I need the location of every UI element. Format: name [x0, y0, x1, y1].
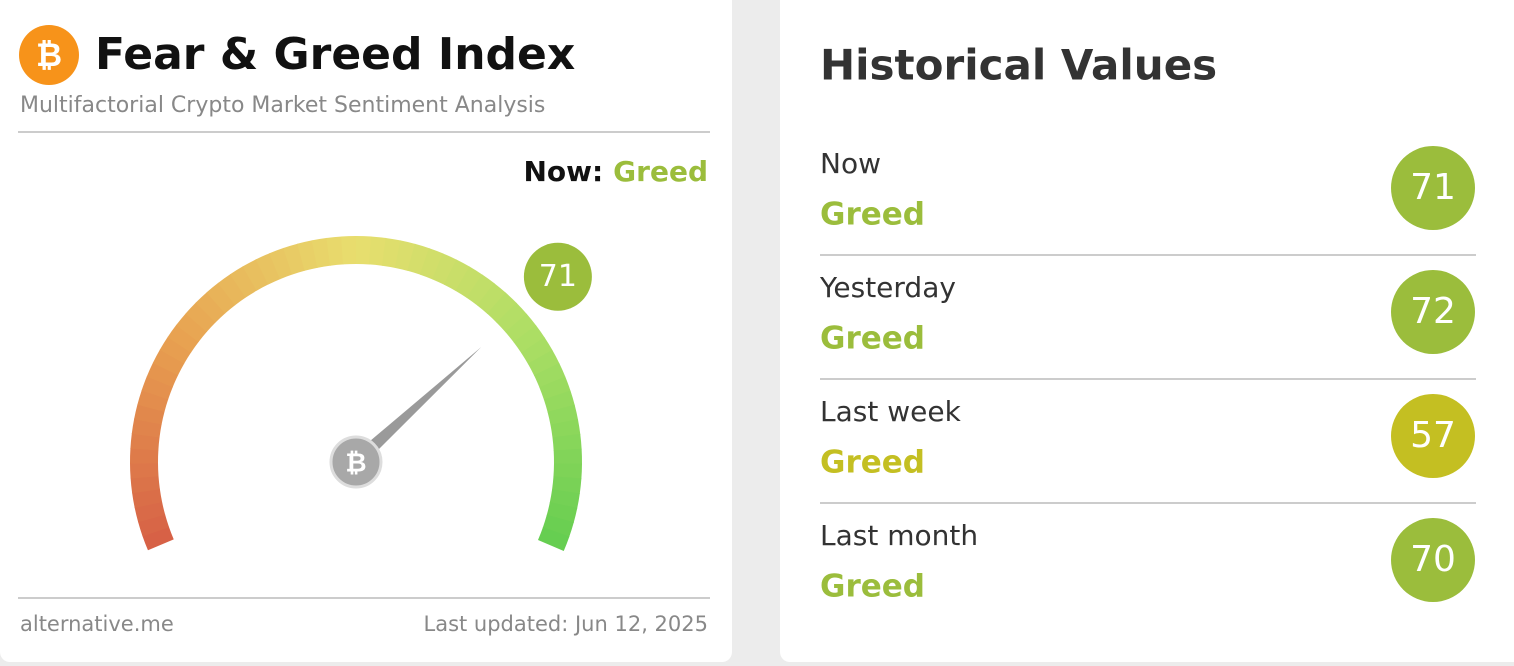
history-rows: Now Greed 71 Yesterday Greed 72 Last week Greed… — [819, 146, 1476, 605]
gauge-segment — [533, 363, 566, 388]
gauge-segment — [137, 514, 170, 537]
gauge-segment — [255, 253, 281, 285]
row-value: 71 — [1410, 167, 1456, 208]
gauge-segment — [549, 489, 580, 509]
gauge-segment — [513, 325, 545, 354]
gauge-segment — [130, 475, 160, 494]
gauge-segment — [283, 243, 306, 275]
row-status: Greed — [820, 569, 925, 605]
gauge-segment — [142, 526, 174, 551]
gauge-segment — [141, 375, 173, 400]
gauge-segment — [137, 389, 169, 412]
card-title: Fear & Greed Index — [95, 29, 575, 80]
gauge-value: 71 — [539, 259, 577, 294]
gauge-segment — [242, 259, 269, 291]
gauge-segment — [496, 302, 527, 333]
gauge-segment — [146, 362, 179, 388]
gauge-segment — [132, 488, 163, 508]
gauge-segment — [553, 463, 582, 480]
row-status: Greed — [820, 445, 925, 481]
gauge-segment — [355, 236, 372, 265]
gauge-segment — [551, 476, 582, 494]
gauge-segment — [130, 433, 160, 451]
row-label: Last week — [820, 395, 962, 428]
hub-symbol: ₿ — [345, 449, 366, 479]
gauge-segment — [550, 419, 581, 439]
bitcoin-symbol: ₿ — [36, 36, 62, 74]
gauge-segment — [195, 292, 226, 323]
gauge-segment — [368, 236, 387, 266]
gauge-segment — [206, 282, 236, 314]
index-card — [0, 0, 732, 662]
gauge-segment — [539, 376, 571, 401]
row-badge — [1391, 146, 1475, 230]
gauge-segment — [269, 247, 293, 280]
gauge-segment — [527, 349, 560, 376]
gauge: ₿ 71 — [130, 236, 592, 551]
row-badge — [1391, 518, 1475, 602]
now-status: Greed — [613, 155, 708, 188]
gauge-segment — [455, 266, 483, 299]
source: alternative.me — [20, 612, 174, 636]
row-badge — [1391, 270, 1475, 354]
card-subtitle: Multifactorial Crypto Market Sentiment A… — [20, 93, 545, 118]
gauge-segment — [217, 274, 247, 306]
row-value: 70 — [1410, 539, 1456, 580]
needle-hub — [329, 435, 383, 489]
gauge-segment — [229, 266, 258, 298]
history-title: Historical Values — [820, 41, 1217, 90]
gauge-segment — [131, 418, 162, 438]
gauge-segment — [176, 313, 208, 343]
row-status: Greed — [820, 197, 925, 233]
gauge-segment — [476, 283, 507, 315]
gauge-segment — [542, 514, 574, 538]
row-status: Greed — [820, 321, 925, 357]
gauge-segment — [466, 274, 495, 306]
gauge-segment — [419, 248, 444, 280]
gauge-segment — [185, 302, 217, 333]
gauge-segment — [547, 404, 579, 426]
gauge-segment — [543, 390, 575, 413]
gauge-segment — [381, 237, 402, 268]
gauge-segment — [486, 292, 517, 324]
gauge-segment — [552, 433, 582, 452]
row-label: Now — [820, 147, 881, 180]
gauge-segment — [521, 337, 553, 365]
gauge-segment — [152, 349, 185, 376]
gauge-segment — [134, 404, 165, 425]
now-label: Now: — [523, 155, 603, 188]
bitcoin-logo — [19, 25, 79, 85]
gauge-segment — [326, 236, 344, 266]
row-value: 57 — [1410, 415, 1456, 456]
gauge-segment — [505, 313, 537, 343]
gauge-segment — [431, 253, 458, 285]
history-card — [780, 0, 1514, 662]
gauge-segment — [297, 240, 318, 271]
gauge-segment — [407, 243, 430, 275]
gauge-badge — [523, 242, 592, 311]
gauge-segment — [546, 502, 578, 523]
gauge-needle — [351, 347, 482, 468]
gauge-segment — [537, 527, 570, 551]
row-value: 72 — [1410, 291, 1456, 332]
row-badge — [1391, 394, 1475, 478]
gauge-segment — [394, 240, 416, 272]
gauge-segment — [167, 324, 199, 353]
updated: Last updated: Jun 12, 2025 — [424, 612, 709, 636]
gauge-segment — [130, 462, 159, 479]
row-label: Yesterday — [819, 271, 956, 304]
row-label: Last month — [820, 519, 978, 552]
now-line: Now: Greed — [523, 155, 708, 188]
gauge-segment — [311, 237, 331, 268]
gauge-segment — [134, 501, 166, 523]
gauge-segment — [159, 336, 192, 364]
gauge-segment — [443, 259, 471, 292]
